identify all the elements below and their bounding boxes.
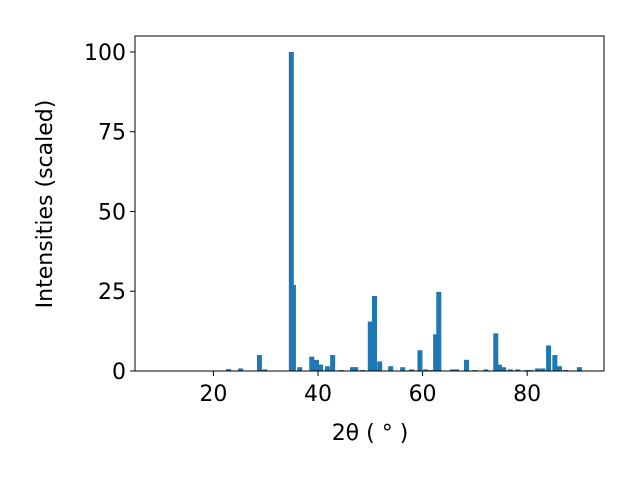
bar	[423, 369, 429, 371]
x-tick-label: 40	[304, 382, 332, 407]
y-tick-label: 50	[98, 200, 126, 225]
y-axis-label: Intensities (scaled)	[33, 100, 58, 309]
bar	[367, 321, 373, 371]
bar	[436, 291, 442, 371]
bar	[330, 355, 336, 371]
y-tick-label: 100	[84, 41, 126, 66]
bar	[496, 364, 502, 371]
x-tick-label: 80	[513, 382, 541, 407]
bar	[557, 366, 563, 371]
bar	[540, 368, 546, 371]
bar	[256, 355, 262, 371]
bar	[377, 361, 383, 371]
bar	[417, 350, 423, 371]
bar	[262, 369, 268, 371]
bar	[309, 356, 315, 371]
bar	[449, 369, 455, 371]
y-tick-label: 0	[112, 360, 126, 385]
bar	[454, 369, 460, 371]
bar	[318, 364, 324, 371]
bar	[226, 369, 232, 371]
bar	[535, 368, 541, 371]
bar	[507, 369, 513, 371]
bar	[238, 368, 244, 371]
bar	[576, 367, 582, 371]
bar	[297, 367, 303, 371]
bar	[371, 296, 377, 371]
bar	[388, 366, 394, 371]
bar	[409, 369, 415, 371]
y-tick-label: 25	[98, 280, 126, 305]
bar	[350, 367, 356, 371]
bar	[493, 333, 499, 371]
bar	[552, 355, 558, 371]
bar	[353, 367, 359, 371]
bar	[501, 367, 507, 371]
x-axis-label: 2θ ( ° )	[332, 421, 409, 446]
bar	[288, 51, 294, 371]
bar	[463, 359, 469, 371]
bar	[400, 367, 406, 371]
bar	[433, 334, 439, 371]
bar	[290, 284, 296, 371]
bar	[483, 369, 489, 371]
x-tick-label: 60	[409, 382, 437, 407]
plot-frame	[134, 35, 605, 372]
y-tick-label: 75	[98, 121, 126, 146]
bar	[324, 366, 330, 371]
bar	[546, 345, 552, 371]
bar	[515, 369, 521, 371]
bar	[313, 359, 319, 371]
x-tick-label: 20	[199, 382, 227, 407]
